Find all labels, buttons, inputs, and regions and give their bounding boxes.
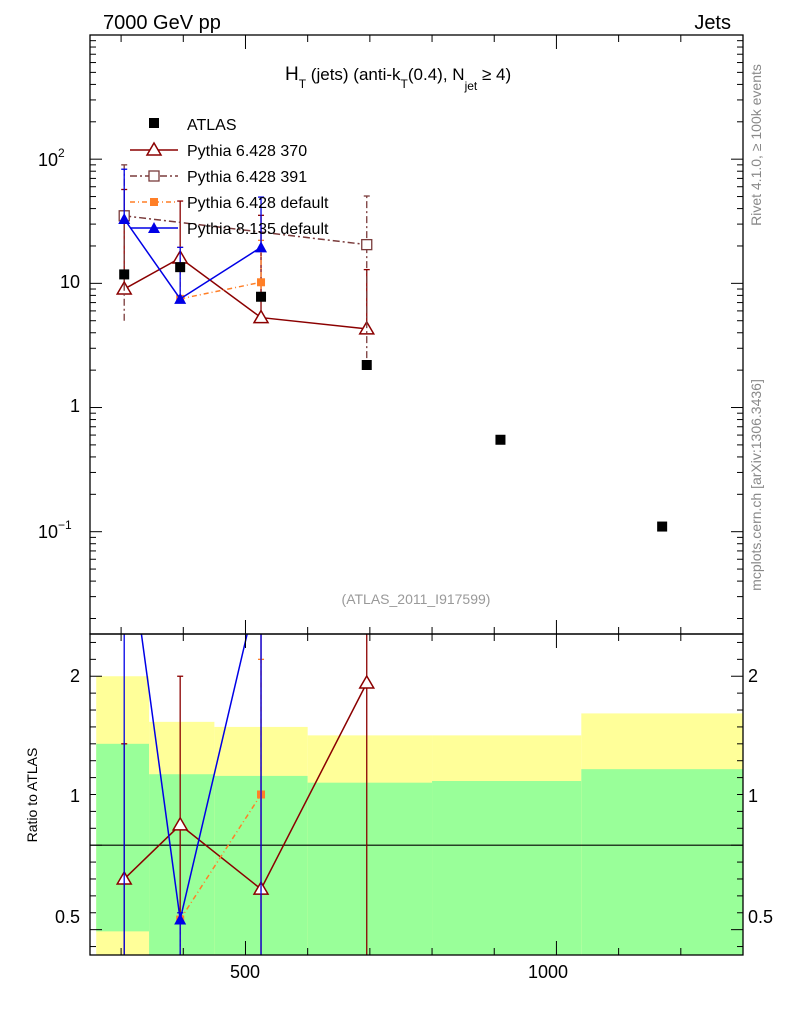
- pythia-8-135-default-point-1: [174, 292, 187, 304]
- pythia-6-428-default-point-1: [257, 278, 266, 287]
- ytick-100-exp: 2: [58, 146, 65, 160]
- analysis-watermark: (ATLAS_2011_I917599): [342, 591, 491, 607]
- ytick-0.1-base: 10: [38, 522, 58, 542]
- atlas-point-5: [657, 521, 668, 532]
- ytick-0.1: 10−1: [38, 518, 72, 542]
- ratio-y-tick-labels: 0.5 1 2 0.5 1 2: [55, 666, 773, 927]
- mcplots-label: mcplots.cern.ch [arXiv:1306.3436]: [748, 379, 764, 591]
- pythia-6-428-default-ratio-line: [179, 794, 262, 920]
- ratio-ytick-1-right: 1: [748, 786, 758, 806]
- pythia-8-135-default-ratio-point-2: [255, 569, 267, 580]
- atlas-point-0: [119, 269, 130, 280]
- pythia-6-428-default-line: [180, 281, 262, 300]
- ratio-ytick-2-right: 2: [748, 666, 758, 686]
- pythia-6-428-370-ratio-point-1: [171, 816, 189, 831]
- legend-entry-391: Pythia 6.428 391: [187, 169, 307, 186]
- title-sub-t2: T: [401, 77, 409, 91]
- rivet-label: Rivet 4.1.0, ≥ 100k events: [748, 64, 764, 226]
- band-inner-0: [96, 743, 150, 932]
- title-mid: (jets) (anti-k: [306, 65, 401, 84]
- title-h: H: [285, 64, 299, 85]
- ratio-ytick-0.5-right: 0.5: [748, 907, 773, 927]
- legend-entry-370: Pythia 6.428 370: [187, 143, 307, 160]
- pythia-6-428-370-ratio-point-3: [358, 674, 376, 689]
- ratio-ylabel: Ratio to ATLAS: [24, 748, 40, 843]
- ytick-1: 1: [70, 396, 80, 416]
- pythia-6-428-391-line: [124, 215, 367, 246]
- pythia-6-428-391-point-1: [361, 238, 373, 251]
- legend-marker-atlas: [149, 118, 159, 128]
- legend-entry-p8-default: Pythia 8.135 default: [187, 221, 329, 238]
- band-inner-5: [581, 769, 743, 955]
- pythia-6-428-370-line: [123, 257, 367, 330]
- band-inner-3: [307, 782, 433, 955]
- ratio-ytick-2-left: 2: [70, 666, 80, 686]
- ratio-series-pythia-8-135-default: [118, 501, 267, 955]
- series-atlas: [119, 262, 668, 532]
- band-inner-1: [149, 774, 215, 955]
- legend-marker-370: [145, 141, 163, 156]
- series-pythia-8-135-default: [118, 168, 268, 304]
- atlas-point-3: [361, 359, 372, 370]
- atlas-point-2: [256, 291, 267, 302]
- legend-marker-p8-default: [148, 222, 160, 233]
- xtick-500: 500: [230, 962, 260, 982]
- atlas-point-4: [495, 434, 506, 445]
- legend-marker-391: [148, 170, 160, 182]
- series-pythia-6-428-391: [118, 164, 373, 359]
- plot-title: HT (jets) (anti-kT(0.4), Njet ≥ 4): [285, 64, 511, 93]
- xtick-1000: 1000: [528, 962, 568, 982]
- atlas-point-1: [175, 262, 186, 273]
- main-y-tick-labels: 102 10 1 10−1: [38, 146, 80, 542]
- pythia-8-135-default-point-0: [118, 212, 131, 224]
- header-right: Jets: [694, 12, 731, 34]
- ratio-plot-layer: [90, 501, 743, 955]
- frame-layer: [89, 34, 744, 956]
- title-ge: ≥ 4): [477, 65, 511, 84]
- title-sub-t1: T: [299, 77, 307, 91]
- band-inner-4: [432, 780, 582, 955]
- pythia-8-135-default-ratio-point-0: [118, 501, 130, 512]
- ytick-0.1-exp: −1: [58, 518, 72, 532]
- ytick-10: 10: [60, 272, 80, 292]
- ratio-uncertainty-bands: [96, 676, 743, 955]
- legend-entry-p6-default: Pythia 6.428 default: [187, 195, 329, 212]
- legend-marker-p6-default: [150, 198, 158, 206]
- pythia-8-135-default-ratio-point-1: [174, 913, 187, 925]
- header-left: 7000 GeV pp: [103, 12, 221, 34]
- ytick-100-base: 10: [38, 150, 58, 170]
- legend: ATLAS Pythia 6.428 370 Pythia 6.428 391 …: [130, 117, 329, 238]
- ratio-ytick-0.5-left: 0.5: [55, 907, 80, 927]
- title-r: (0.4), N: [408, 65, 465, 84]
- ratio-ytick-1-left: 1: [70, 786, 80, 806]
- legend-entry-atlas: ATLAS: [187, 117, 237, 134]
- ytick-100: 102: [38, 146, 65, 170]
- main-plot-layer: [115, 164, 668, 532]
- pythia-8-135-default-point-2: [255, 241, 268, 253]
- pythia-6-428-370-point-2: [252, 309, 270, 324]
- title-sub-jet: jet: [464, 79, 478, 93]
